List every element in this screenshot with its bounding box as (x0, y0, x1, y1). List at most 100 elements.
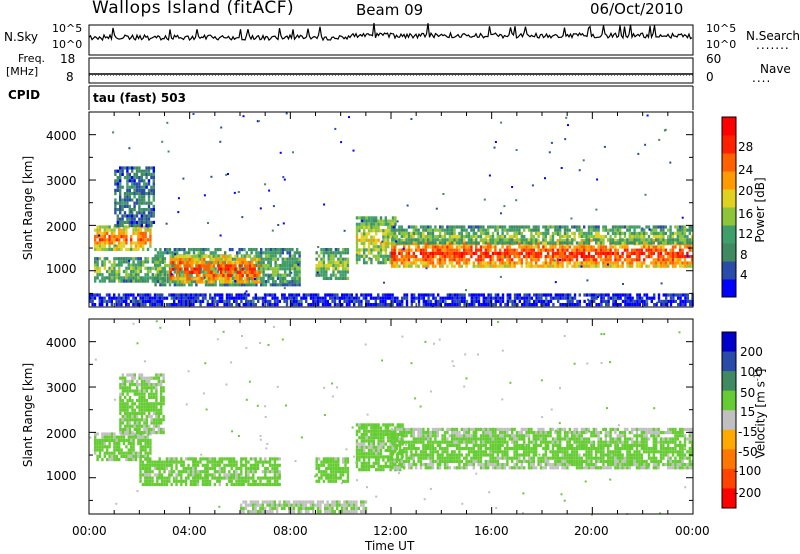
heatmap-cell (636, 293, 639, 297)
heatmap-cell (296, 273, 299, 277)
heatmap-cell (387, 254, 390, 258)
heatmap-cell (167, 150, 170, 153)
heatmap-cell (137, 442, 140, 446)
heatmap-cell (131, 408, 134, 412)
heatmap-cell (503, 248, 507, 252)
heatmap-cell (563, 239, 567, 243)
heatmap-cell (189, 466, 193, 471)
heatmap-cell (115, 235, 118, 239)
heatmap-cell (346, 267, 350, 271)
heatmap-cell (616, 239, 619, 243)
heatmap-cell (106, 269, 109, 274)
heatmap-cell (214, 267, 217, 271)
heatmap-cell (143, 172, 146, 176)
heatmap-cell (405, 241, 408, 245)
heatmap-cell (339, 260, 342, 264)
heatmap-cell (614, 235, 617, 239)
heatmap-cell (556, 261, 559, 265)
heatmap-cell (158, 260, 162, 264)
heatmap-cell (159, 267, 162, 271)
heatmap-cell (393, 296, 397, 300)
heatmap-cell (184, 470, 188, 474)
heatmap-cell (645, 248, 648, 252)
heatmap-cell (679, 228, 682, 232)
heatmap-cell (240, 463, 243, 467)
heatmap-cell (463, 258, 466, 262)
heatmap-cell (448, 238, 451, 242)
heatmap-cell (204, 470, 207, 474)
heatmap-cell (144, 463, 147, 467)
heatmap-cell (532, 238, 535, 242)
heatmap-cell (143, 211, 146, 215)
heatmap-cell (187, 296, 190, 300)
heatmap-cell (162, 379, 165, 383)
heatmap-cell (264, 457, 267, 461)
heatmap-cell (662, 231, 665, 235)
heatmap-cell (597, 238, 600, 242)
heatmap-cell (132, 228, 135, 232)
heatmap-cell (429, 255, 432, 259)
heatmap-cell (128, 424, 132, 428)
heatmap-cell (103, 266, 106, 270)
heatmap-cell (683, 225, 687, 229)
heatmap-cell (686, 255, 689, 258)
heatmap-cell (144, 228, 147, 232)
heatmap-cell (520, 245, 523, 249)
heatmap-cell (136, 386, 139, 390)
heatmap-cell (389, 296, 392, 300)
heatmap-cell (98, 266, 102, 270)
heatmap-cell (415, 245, 418, 249)
heatmap-cell (132, 279, 135, 283)
heatmap-cell (293, 254, 296, 258)
heatmap-cell (150, 172, 153, 176)
heatmap-cell (161, 273, 164, 277)
heatmap-cell (149, 442, 152, 446)
heatmap-cell (573, 255, 576, 259)
heatmap-cell (247, 482, 250, 487)
heatmap-cell (189, 482, 193, 487)
heatmap-cell (190, 283, 193, 287)
heatmap-cell (256, 460, 260, 464)
heatmap-cell (557, 299, 560, 303)
heatmap-cell (607, 248, 610, 252)
heatmap-cell (137, 435, 140, 439)
heatmap-cell (585, 235, 588, 239)
heatmap-cell (549, 245, 552, 249)
heatmap-cell (227, 173, 229, 175)
heatmap-cell (108, 225, 111, 229)
heatmap-cell (501, 258, 504, 262)
heatmap-cell (151, 299, 154, 303)
heatmap-cell (403, 293, 406, 297)
heatmap-cell (269, 267, 272, 271)
heatmap-cell (208, 479, 212, 483)
heatmap-cell (124, 379, 127, 383)
heatmap-cell (525, 225, 528, 229)
heatmap-cell (341, 276, 345, 280)
heatmap-cell (169, 277, 172, 281)
heatmap-cell (128, 208, 131, 212)
heatmap-cell (222, 261, 225, 265)
heatmap-cell (185, 296, 188, 300)
heatmap-cell (465, 228, 468, 232)
heatmap-cell (499, 303, 502, 307)
heatmap-cell (547, 248, 550, 252)
heatmap-cell (561, 293, 565, 297)
heatmap-cell (131, 383, 134, 387)
heatmap-cell (271, 457, 274, 461)
heatmap-cell (429, 238, 432, 242)
heatmap-cell (638, 241, 641, 245)
heatmap-cell (145, 172, 148, 176)
heatmap-cell (239, 270, 242, 274)
heatmap-cell (133, 373, 136, 377)
heatmap-cell (138, 220, 141, 224)
heatmap-cell (511, 299, 514, 303)
heatmap-cell (131, 424, 134, 428)
heatmap-cell (549, 255, 552, 259)
heatmap-cell (655, 245, 658, 249)
heatmap-cell (482, 228, 485, 232)
heatmap-cell (659, 251, 663, 255)
heatmap-cell (126, 418, 129, 422)
heatmap-cell (439, 228, 442, 232)
heatmap-cell (226, 283, 229, 287)
heatmap-cell (604, 255, 607, 259)
